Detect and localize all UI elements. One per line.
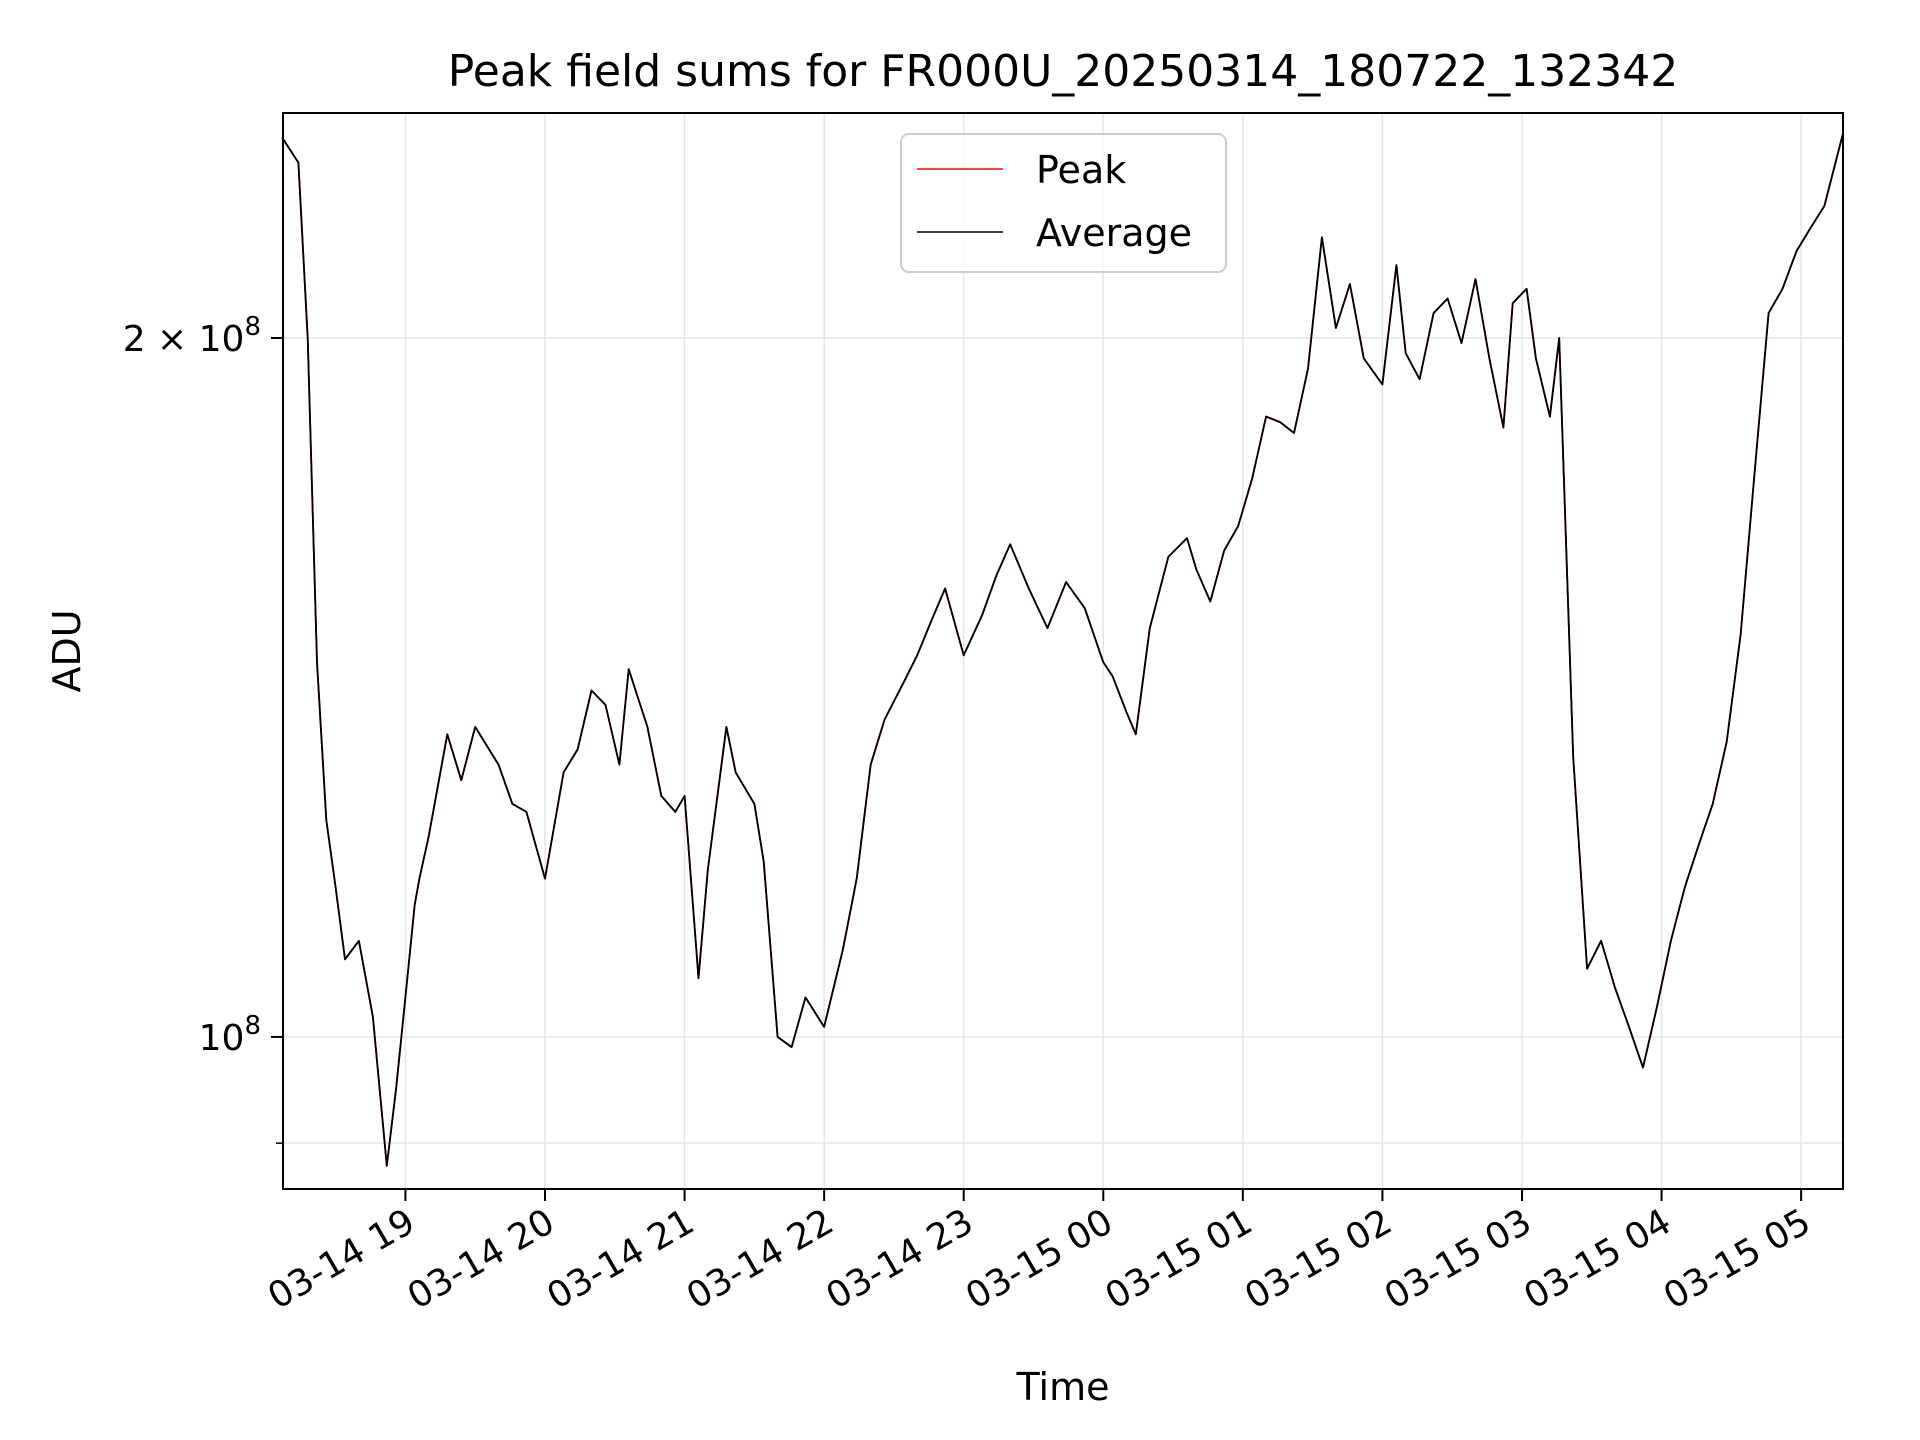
chart-title: Peak field sums for FR000U_20250314_1807… [448, 46, 1678, 97]
plot-area-frame [282, 112, 1844, 1190]
legend: Peak Average [900, 133, 1227, 273]
legend-label-average: Average [1036, 211, 1192, 255]
x-axis-label: Time [1016, 1365, 1110, 1409]
series-lines [281, 133, 1844, 1167]
series-line-average [281, 133, 1844, 1167]
y-tick-label: 108 [199, 1011, 261, 1059]
legend-label-peak: Peak [1036, 148, 1126, 192]
y-axis-label: ADU [45, 609, 89, 692]
y-tick-label: 2 × 108 [123, 312, 261, 360]
